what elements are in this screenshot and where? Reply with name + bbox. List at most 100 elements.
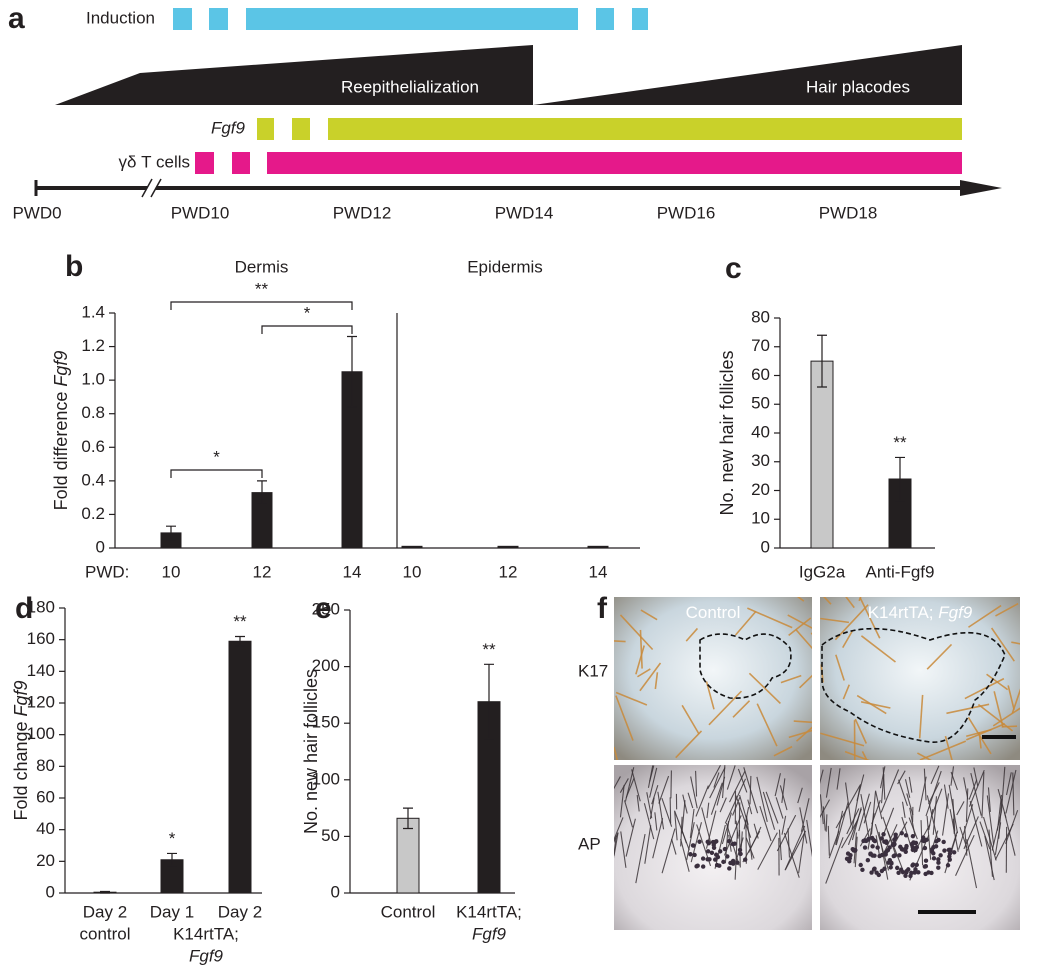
hair bbox=[619, 784, 625, 818]
ap-dot bbox=[903, 873, 908, 879]
hair bbox=[748, 672, 781, 705]
hair bbox=[709, 767, 726, 799]
ap-dot bbox=[697, 839, 702, 844]
hair bbox=[614, 832, 619, 843]
hair bbox=[827, 825, 830, 856]
ap-dot bbox=[916, 870, 921, 875]
y-tick-label: 120 bbox=[27, 692, 55, 711]
error-bar bbox=[167, 852, 177, 867]
time-arrow bbox=[960, 180, 1002, 196]
micrograph bbox=[614, 597, 812, 760]
hair bbox=[649, 767, 658, 798]
ap-dot bbox=[730, 858, 736, 864]
hair bbox=[689, 808, 695, 839]
hair bbox=[737, 768, 748, 793]
hair bbox=[795, 628, 812, 650]
ap-dot bbox=[933, 844, 939, 849]
hair bbox=[708, 690, 743, 726]
hair bbox=[995, 602, 1019, 617]
hair bbox=[970, 773, 982, 816]
ap-dot bbox=[869, 870, 874, 875]
hair bbox=[649, 765, 655, 782]
hair bbox=[624, 767, 635, 802]
hair bbox=[823, 597, 832, 605]
hair bbox=[669, 797, 672, 824]
ap-dot bbox=[903, 833, 909, 838]
ap-dot bbox=[936, 857, 941, 862]
hair bbox=[958, 804, 974, 850]
time-label: PWD10 bbox=[171, 203, 230, 222]
ap-dot bbox=[929, 847, 935, 852]
hair bbox=[779, 785, 788, 811]
hair bbox=[820, 732, 865, 747]
y-tick-label: 250 bbox=[312, 599, 340, 618]
significance: * bbox=[169, 829, 176, 848]
x-tick-label: 14 bbox=[343, 562, 362, 581]
hair bbox=[799, 674, 812, 689]
hair bbox=[932, 830, 939, 846]
hair bbox=[997, 788, 1007, 818]
hair bbox=[781, 778, 786, 803]
x-tick-label: Day 1 bbox=[150, 902, 194, 921]
ap-dot bbox=[895, 865, 900, 871]
ap-dot bbox=[866, 836, 871, 842]
ap-dot bbox=[889, 860, 894, 866]
ap-dot bbox=[893, 832, 898, 837]
hair bbox=[973, 767, 979, 787]
hair bbox=[695, 785, 709, 817]
hair bbox=[674, 810, 678, 841]
hair bbox=[919, 740, 967, 760]
ap-dot bbox=[709, 850, 715, 856]
hair bbox=[729, 770, 746, 803]
hair bbox=[735, 795, 752, 838]
hair bbox=[1005, 769, 1017, 814]
error-bar bbox=[166, 525, 176, 541]
hair bbox=[1003, 812, 1016, 856]
ap-dot bbox=[721, 859, 726, 865]
x-tick-label: Anti-Fgf9 bbox=[866, 562, 935, 581]
hair bbox=[925, 770, 942, 817]
y-tick-label: 20 bbox=[36, 851, 55, 870]
hair bbox=[614, 832, 619, 856]
time-label: PWD14 bbox=[495, 203, 554, 222]
x-tick-label: 12 bbox=[499, 562, 518, 581]
hair bbox=[614, 835, 617, 859]
ap-dot bbox=[887, 845, 892, 850]
y-tick-label: 150 bbox=[312, 713, 340, 732]
period-bar bbox=[328, 118, 962, 140]
hair bbox=[670, 770, 672, 799]
y-tick-label: 160 bbox=[27, 629, 55, 648]
panel-letter: c bbox=[725, 252, 742, 285]
hair bbox=[654, 812, 658, 831]
hair bbox=[955, 834, 975, 876]
hair bbox=[787, 828, 790, 858]
y-tick-label: 100 bbox=[312, 769, 340, 788]
y-axis-label-part: Fgf9 bbox=[51, 351, 71, 387]
ap-dot bbox=[875, 845, 880, 850]
hair bbox=[978, 732, 982, 749]
hair bbox=[643, 803, 655, 840]
ap-dot bbox=[879, 836, 884, 841]
hair bbox=[930, 765, 940, 785]
period-bar bbox=[267, 152, 962, 174]
y-tick-label: 70 bbox=[751, 336, 770, 355]
hair bbox=[681, 800, 686, 834]
ap-dot bbox=[910, 833, 916, 839]
ap-dot bbox=[879, 852, 885, 858]
hair bbox=[918, 694, 924, 739]
hair bbox=[825, 767, 832, 798]
hair bbox=[854, 718, 868, 744]
ap-dot bbox=[882, 866, 887, 871]
y-tick-label: 20 bbox=[751, 480, 770, 499]
hair bbox=[639, 662, 662, 692]
hair bbox=[620, 831, 627, 868]
y-tick-label: 1.2 bbox=[81, 336, 105, 355]
hair bbox=[747, 607, 793, 629]
period-bar bbox=[257, 118, 274, 140]
hair bbox=[965, 788, 969, 822]
hair bbox=[639, 629, 643, 669]
y-tick-label: 50 bbox=[321, 826, 340, 845]
period-bar bbox=[596, 8, 614, 30]
ap-dot bbox=[896, 870, 901, 876]
significance-bracket bbox=[170, 301, 353, 310]
